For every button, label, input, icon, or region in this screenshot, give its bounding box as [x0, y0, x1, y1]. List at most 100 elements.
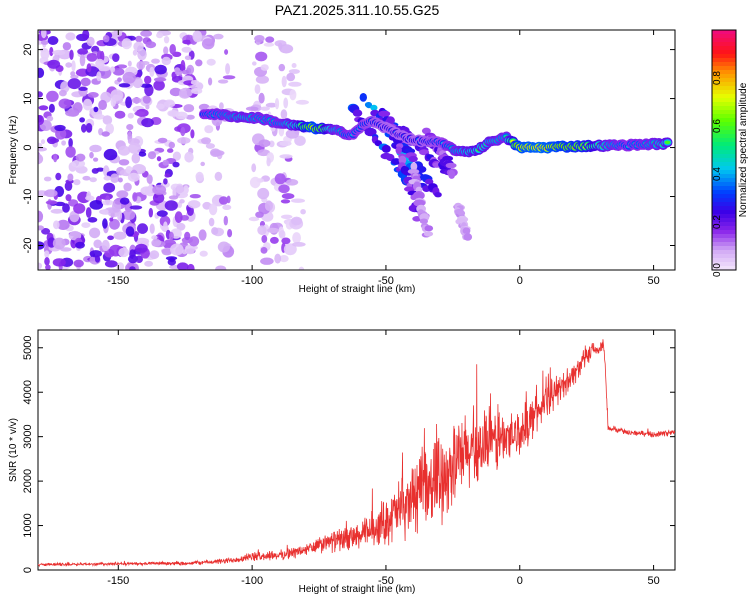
noise-cell	[135, 35, 143, 43]
x-tick-label: -150	[107, 275, 129, 287]
colorbar-cell	[712, 30, 736, 35]
noise-cell	[86, 191, 92, 201]
noise-cell	[149, 250, 160, 260]
colorbar-cell	[712, 38, 736, 43]
noise-cell	[163, 46, 169, 55]
colorbar-cell	[712, 258, 736, 263]
colorbar-cell	[712, 178, 736, 183]
noise-cell	[291, 242, 306, 247]
noise-cell	[258, 92, 265, 104]
noise-cell	[102, 218, 108, 229]
noise-cell	[274, 253, 282, 264]
colorbar-cell	[712, 242, 736, 247]
noise-cell	[79, 54, 86, 67]
noise-cell	[144, 260, 154, 267]
streak-cell	[462, 227, 471, 235]
noise-cell	[69, 49, 74, 60]
noise-cell	[64, 181, 73, 191]
noise-cell	[184, 151, 194, 163]
noise-cell	[38, 262, 43, 269]
y-tick-label: -10	[22, 189, 34, 205]
noise-cell	[50, 208, 64, 214]
y-tick-label: 0	[22, 567, 34, 573]
noise-cell	[180, 60, 186, 72]
noise-cell	[141, 118, 155, 128]
noise-cell	[281, 193, 295, 200]
noise-cell	[260, 106, 270, 111]
noise-cell	[55, 172, 62, 181]
colorbar-cell	[712, 98, 736, 103]
noise-cell	[77, 48, 88, 55]
noise-cell	[78, 86, 88, 91]
noise-cell	[61, 140, 66, 146]
noise-cell	[94, 255, 101, 263]
snr-series	[38, 339, 675, 568]
colorbar-cell	[712, 134, 736, 139]
noise-cell	[251, 163, 257, 173]
noise-cell	[283, 97, 289, 109]
noise-cell	[109, 218, 120, 230]
noise-cell	[82, 98, 93, 111]
colorbar-cell	[712, 102, 736, 107]
noise-cell	[85, 123, 93, 133]
noise-cell	[280, 199, 291, 204]
noise-cell	[87, 217, 98, 223]
noise-cell	[52, 49, 66, 56]
noise-cell	[91, 168, 99, 174]
noise-cell	[117, 177, 123, 183]
y-tick-label: -20	[22, 238, 34, 254]
noise-cell	[75, 165, 88, 174]
noise-cell	[257, 187, 270, 200]
noise-cell	[288, 81, 302, 87]
noise-cell	[116, 190, 129, 199]
colorbar-cell	[712, 246, 736, 251]
noise-cell	[140, 30, 153, 37]
noise-cell	[39, 47, 47, 53]
noise-cell	[38, 142, 43, 148]
noise-cell	[105, 123, 114, 135]
noise-cell	[161, 56, 171, 66]
noise-cell	[101, 131, 110, 137]
noise-cell	[127, 254, 138, 264]
colorbar-cell	[712, 206, 736, 211]
noise-cell	[254, 84, 261, 94]
noise-cell	[80, 77, 91, 87]
colorbar-cell	[712, 170, 736, 175]
noise-cell	[279, 154, 293, 159]
noise-cell	[225, 63, 231, 75]
noise-cell	[198, 229, 207, 241]
noise-cell	[152, 184, 167, 195]
colorbar-cell	[712, 90, 736, 95]
noise-cell	[172, 161, 180, 168]
spectrogram-ylabel: Frequency (Hz)	[8, 116, 19, 185]
noise-cell	[226, 195, 231, 204]
noise-cell	[168, 141, 175, 149]
noise-cell	[294, 135, 306, 146]
noise-cell	[187, 200, 201, 209]
noise-cell	[163, 36, 170, 44]
noise-cell	[263, 42, 275, 47]
noise-cell	[156, 32, 164, 39]
noise-cell	[89, 250, 103, 258]
noise-cell	[102, 115, 113, 125]
noise-cell	[45, 200, 58, 205]
noise-cell	[89, 177, 97, 183]
y-tick-label: 10	[22, 92, 34, 104]
noise-cell	[112, 68, 125, 76]
noise-cell	[217, 241, 230, 253]
noise-cell	[65, 32, 76, 41]
noise-cell	[163, 100, 176, 108]
noise-cell	[292, 232, 301, 244]
streak-cell	[408, 155, 418, 163]
noise-cell	[110, 66, 116, 73]
colorbar-cell	[712, 106, 736, 111]
noise-cell	[82, 30, 90, 40]
noise-cell	[73, 179, 81, 186]
noise-cell	[117, 209, 123, 222]
colorbar-cell	[712, 110, 736, 115]
noise-cell	[204, 125, 214, 134]
noise-cell	[110, 173, 120, 183]
noise-cell	[176, 262, 189, 270]
noise-cell	[107, 235, 114, 241]
noise-cell	[164, 200, 178, 211]
